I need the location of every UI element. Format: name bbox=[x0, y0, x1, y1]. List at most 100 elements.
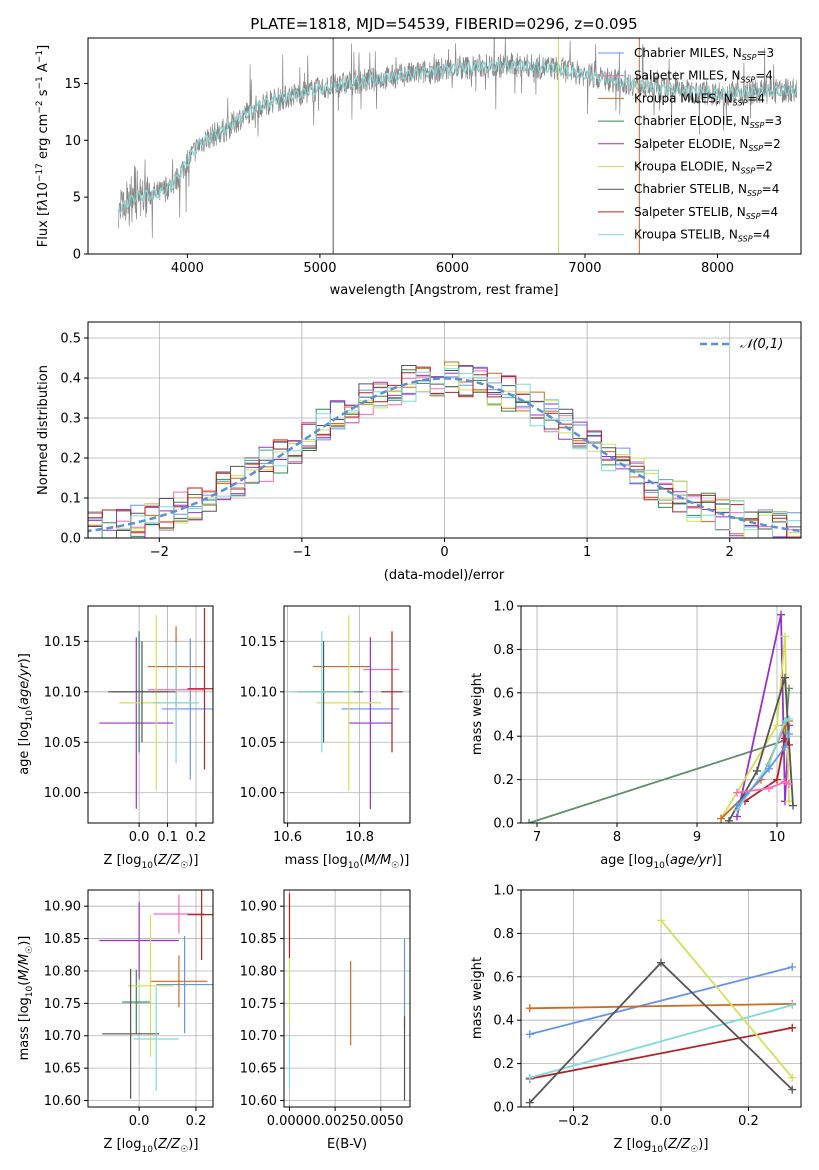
x-tick-label: 0 bbox=[440, 545, 448, 560]
mass-weight-vs-age-ticks: 7 8 9 10 0.0 0.2 0.4 0.6 0.8 1.0 bbox=[493, 600, 785, 846]
y-tick-label: 10.90 bbox=[240, 900, 277, 915]
mass-weight-marker bbox=[725, 816, 733, 823]
x-tick-label: −2 bbox=[150, 545, 169, 560]
mass-weight-line bbox=[529, 1004, 793, 1079]
x-tick-label: 10.6 bbox=[273, 830, 302, 845]
spectrum-ticks: 4000 5000 6000 7000 8000 0 5 10 15 bbox=[64, 77, 734, 276]
mass-weight-marker bbox=[765, 784, 773, 793]
y-tick-label: 0.0 bbox=[493, 1101, 514, 1116]
age-vs-z-errorbars bbox=[99, 608, 213, 809]
y-tick-label: 10.80 bbox=[240, 964, 277, 979]
x-tick-label: −1 bbox=[292, 545, 311, 560]
mass-weight-vs-age-ylabel: mass weight bbox=[470, 673, 485, 755]
mass-weight-marker bbox=[789, 801, 797, 810]
x-tick-label: 8 bbox=[613, 830, 621, 845]
mass-weight-line bbox=[660, 919, 793, 1079]
mass-vs-z-ticks: 0.0 0.2 10.60 10.65 10.70 10.75 10.80 10.85 10.9… bbox=[44, 900, 207, 1129]
x-tick-label: 4000 bbox=[171, 261, 204, 276]
mass-weight-marker bbox=[525, 819, 533, 823]
mass-weight-marker bbox=[785, 797, 793, 806]
y-tick-label: 10.75 bbox=[44, 997, 81, 1012]
x-tick-label: 0.0 bbox=[129, 1114, 150, 1129]
y-tick-label: 1.0 bbox=[493, 884, 514, 899]
x-tick-label: −0.2 bbox=[558, 1114, 590, 1129]
y-tick-label: 0.2 bbox=[60, 452, 81, 467]
x-tick-label: 10.8 bbox=[345, 830, 374, 845]
age-vs-z-axes bbox=[87, 605, 214, 824]
y-tick-label: 5 bbox=[73, 191, 81, 206]
age-vs-mass-grid bbox=[284, 606, 410, 823]
mass-vs-z-xlabel: Z [log10(Z/Z☉)] bbox=[104, 1137, 199, 1155]
mass-weight-marker bbox=[525, 1030, 534, 1039]
y-tick-label: 10.05 bbox=[240, 736, 277, 751]
mass-weight-vs-age-axes bbox=[520, 605, 802, 824]
residuals-panel: −2 −1 0 1 2 0.0 0.1 0.2 0.3 0.4 0.5 (data-model)/e… bbox=[36, 321, 802, 583]
normal-curve-legend-label: 𝒩(0,1) bbox=[740, 337, 783, 352]
mass-weight-marker bbox=[781, 632, 789, 641]
spectrum-legend: Chabrier MILES, NSSP=3 Salpeter MILES, NS… bbox=[598, 46, 782, 244]
spectrum-axes bbox=[87, 37, 802, 255]
y-tick-label: 0.3 bbox=[60, 412, 81, 427]
y-tick-label: 10.90 bbox=[44, 900, 81, 915]
legend-label: Salpeter STELIB, NSSP=4 bbox=[634, 205, 778, 221]
mass-weight-line bbox=[529, 1026, 793, 1080]
y-tick-label: 10.10 bbox=[240, 685, 277, 700]
y-tick-label: 0 bbox=[73, 248, 81, 263]
mass-weight-marker bbox=[525, 1004, 534, 1013]
mass-vs-ebv-panel: 0.0000 0.0025 0.0050 10.60 10.65 10.70 10.75 10… bbox=[240, 889, 411, 1152]
y-tick-label: 15 bbox=[64, 77, 81, 92]
mass-weight-marker bbox=[788, 1023, 797, 1032]
mass-weight-vs-z-xlabel: Z [log10(Z/Z☉)] bbox=[614, 1137, 709, 1155]
x-tick-label: 9 bbox=[693, 830, 701, 845]
y-tick-label: 10 bbox=[64, 134, 81, 149]
mass-weight-marker bbox=[788, 1073, 797, 1082]
mass-weight-vs-age-panel: 7 8 9 10 0.0 0.2 0.4 0.6 0.8 1.0 age [log10(age/y… bbox=[470, 600, 802, 871]
mass-weight-vs-age-lines bbox=[525, 610, 797, 823]
mass-vs-z-panel: 0.0 0.2 10.60 10.65 10.70 10.75 10.80 10.85 10.9… bbox=[17, 889, 214, 1155]
model-spectrum-line bbox=[117, 60, 798, 214]
mass-weight-line bbox=[529, 1003, 793, 1010]
legend-label: Kroupa ELODIE, NSSP=2 bbox=[634, 160, 773, 176]
legend-label: Salpeter MILES, NSSP=4 bbox=[634, 69, 773, 85]
y-tick-label: 0.1 bbox=[60, 492, 81, 507]
mass-weight-vs-z-ticks: −0.2 0.0 0.2 0.0 0.2 0.4 0.6 0.8 1.0 bbox=[493, 884, 759, 1130]
y-tick-label: 10.05 bbox=[44, 736, 81, 751]
mass-weight-line bbox=[529, 966, 793, 1036]
mass-weight-marker bbox=[765, 764, 773, 773]
x-tick-label: 0.0 bbox=[651, 1114, 672, 1129]
figure-title: PLATE=1818, MJD=54539, FIBERID=0296, z=0… bbox=[250, 15, 637, 33]
mass-weight-line bbox=[736, 733, 790, 807]
y-tick-label: 0.8 bbox=[493, 643, 514, 658]
residuals-ticks: −2 −1 0 1 2 0.0 0.1 0.2 0.3 0.4 0.5 bbox=[60, 332, 734, 561]
legend-label: Chabrier STELIB, NSSP=4 bbox=[634, 182, 779, 198]
y-tick-label: 10.60 bbox=[240, 1094, 277, 1109]
age-vs-z-xlabel: Z [log10(Z/Z☉)] bbox=[104, 853, 199, 871]
normal-curve bbox=[88, 377, 801, 533]
mass-weight-marker bbox=[788, 1001, 797, 1010]
residuals-grid bbox=[88, 322, 801, 539]
mass-vs-ebv-grid bbox=[284, 890, 410, 1107]
x-tick-label: 0.2 bbox=[738, 1114, 759, 1129]
y-tick-label: 10.65 bbox=[44, 1062, 81, 1077]
y-tick-label: 0.4 bbox=[493, 730, 514, 745]
residuals-legend: 𝒩(0,1) bbox=[700, 337, 783, 352]
x-tick-label: 0.0025 bbox=[312, 1114, 358, 1129]
x-tick-label: 7 bbox=[533, 830, 541, 845]
y-tick-label: 10.65 bbox=[240, 1062, 277, 1077]
x-tick-label: 10 bbox=[769, 830, 786, 845]
legend-label: Salpeter ELODIE, NSSP=2 bbox=[634, 137, 781, 153]
y-tick-label: 0.0 bbox=[493, 817, 514, 832]
y-tick-label: 10.85 bbox=[240, 932, 277, 947]
age-vs-mass-panel: 10.6 10.8 10.00 10.05 10.10 10.15 mass [log10… bbox=[240, 605, 411, 871]
age-vs-z-ylabel: age [log10(age/yr)] bbox=[17, 653, 35, 775]
y-tick-label: 10.75 bbox=[240, 997, 277, 1012]
mass-vs-z-axes bbox=[87, 889, 214, 1108]
mass-weight-line bbox=[736, 780, 790, 794]
mass-weight-line bbox=[720, 636, 790, 820]
mass-weight-marker bbox=[777, 610, 785, 619]
mass-weight-marker bbox=[717, 814, 725, 823]
x-tick-label: 0.0050 bbox=[358, 1114, 404, 1129]
mass-weight-marker bbox=[785, 730, 793, 739]
y-tick-label: 10.85 bbox=[44, 932, 81, 947]
legend-label: Kroupa STELIB, NSSP=4 bbox=[634, 228, 770, 244]
